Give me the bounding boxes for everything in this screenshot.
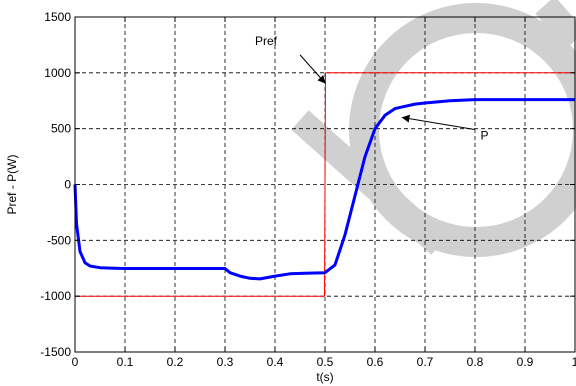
y-tick-label: -500: [47, 233, 71, 247]
annotation-label-pref: Pref: [255, 34, 278, 48]
x-tick-label: 0.9: [517, 355, 534, 369]
x-tick-label: 0.5: [317, 355, 334, 369]
x-axis-label: t(s): [316, 370, 333, 384]
watermark: [291, 0, 576, 257]
x-ticks: 0 0.1 0.2 0.3 0.4 0.5 0.6 0.7 0.8 0.9 1: [72, 17, 576, 369]
x-tick-label: 0.3: [217, 355, 234, 369]
annotation-arrow: [299, 54, 326, 84]
y-tick-label: 500: [51, 122, 71, 136]
annotations: Pref P: [255, 34, 489, 143]
x-tick-label: 0: [72, 355, 79, 369]
x-tick-label: 0.1: [117, 355, 134, 369]
y-tick-label: -1000: [40, 289, 71, 303]
series-line-pref: [75, 72, 575, 297]
y-tick-label: 0: [64, 178, 71, 192]
x-tick-label: 0.6: [367, 355, 384, 369]
y-ticks: -1500 -1000 -500 0 500 1000 1500: [40, 10, 575, 359]
watermark-slash: [535, 0, 576, 49]
x-tick-label: 0.7: [417, 355, 434, 369]
y-tick-label: -1500: [40, 345, 71, 359]
x-tick-label: 1: [572, 355, 576, 369]
x-tick-label: 0.2: [167, 355, 184, 369]
annotation-label-p: P: [481, 129, 489, 143]
watermark-ring: [349, 3, 576, 257]
annotation-arrow: [401, 114, 475, 130]
x-tick-label: 0.8: [467, 355, 484, 369]
series-layer: [73, 72, 575, 297]
y-tick-label: 1500: [44, 10, 71, 24]
y-axis-label: Pref - P(W): [5, 155, 19, 215]
watermark-slash: [291, 110, 449, 255]
series-line-p: [73, 98, 575, 281]
y-tick-label: 1000: [44, 66, 71, 80]
x-tick-label: 0.4: [267, 355, 284, 369]
